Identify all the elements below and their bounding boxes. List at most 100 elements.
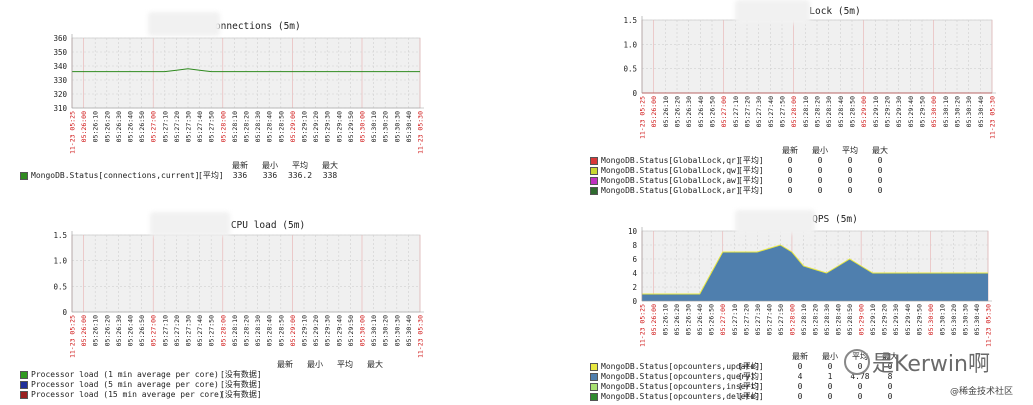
qps-chart: QPS (5m) 10 8 6 4 2 011-23 05:25 05:26:00 05:26:… [628,214,993,347]
legend-value: 0 [887,382,893,391]
legend-row: MongoDB.Status[opcounters,query] [平均] 4 1 4.… [590,372,1010,382]
legend-header: 最小 [262,161,278,170]
chart-title: QPS (5m) [812,214,858,225]
x-tick-label: 05:30:10 [938,304,946,335]
legend-aggregate-tag: [平均] [738,166,764,175]
legend-aggregate-tag: [没有数据] [220,370,262,379]
y-tick-label: 0.5 [53,282,67,291]
x-tick-label: 05:30:20 [950,304,958,335]
series-area [642,245,988,301]
x-tick-label: 11-23 05:30 [985,304,993,347]
y-tick-label: 350 [53,48,67,57]
y-tick-label: 320 [53,90,67,99]
redacted-host [148,12,220,36]
y-tick-label: 4 [632,269,637,278]
legend-value: 0 [877,156,883,165]
legend-header: 最新 [277,360,293,369]
legend-value: 0 [877,186,883,195]
legend-value: 0 [787,156,793,165]
x-tick-label: 05:28:20 [812,304,820,335]
legend-swatch [590,373,598,381]
x-tick-label: 05:29:30 [324,315,332,346]
x-tick-label: 05:27:10 [731,304,739,335]
x-tick-label: 05:27:20 [173,315,181,346]
legend-series-name: Processor load (5 min average per core) [31,380,219,389]
legend-value: 1 [827,372,833,381]
series-line [642,244,988,295]
x-tick-label: 05:30:10 [370,315,378,346]
x-tick-label: 05:27:40 [196,315,204,346]
x-tick-label: 05:30:00 [930,96,938,127]
legend-row: Processor load (15 min average per core)… [20,390,440,400]
legend-series-name: MongoDB.Status[GlobalLock,qr] [601,156,741,165]
legend-header: 最大 [882,352,898,361]
legend-aggregate-tag: [平均] [738,372,764,381]
x-tick-label: 05:28:40 [837,96,845,127]
legend-value: 0 [787,166,793,175]
legend-header: 最小 [822,352,838,361]
x-tick-label: 05:29:10 [301,111,309,142]
legend-swatch [590,177,598,185]
x-tick-label: 05:26:20 [673,304,681,335]
x-tick-label: 05:27:30 [185,111,193,142]
x-tick-label: 05:27:50 [779,96,787,127]
x-tick-label: 05:27:00 [150,315,158,346]
x-tick-label: 05:29:30 [895,96,903,127]
watermark: 是Kerwin啊 @稀金技术社区 [830,343,1030,403]
x-tick-label: 05:26:00 [80,315,88,346]
legend-row: Processor load (1 min average per core)[… [20,370,440,380]
legend-header: 平均 [842,146,858,155]
x-tick-label: 05:29:40 [907,96,915,127]
wechat-icon [844,349,870,375]
x-tick-label: 05:28:00 [790,96,798,127]
x-tick-label: 05:28:20 [814,96,822,127]
y-tick-label: 0 [62,308,67,317]
x-tick-label: 05:30:20 [382,111,390,142]
x-tick-label: 11-23 05:25 [639,96,647,139]
y-tick-label: 310 [53,104,67,113]
x-tick-label: 05:29:00 [860,96,868,127]
connections-panel: Connections (5m) 360 350 340 330 320 310 11-23 … [0,0,440,200]
x-tick-label: 05:28:10 [802,96,810,127]
x-tick-label: 05:28:40 [835,304,843,335]
legend-value: 0 [787,186,793,195]
x-tick-label: 05:27:20 [744,96,752,127]
connections-chart: Connections (5m)36035034033032031011-23 … [53,21,424,154]
x-tick-label: 05:30:00 [927,304,935,335]
legend-swatch [20,381,28,389]
x-tick-label: 05:28:00 [219,315,227,346]
x-tick-label: 05:26:30 [685,96,693,127]
x-tick-label: 05:28:50 [849,96,857,127]
legend-series-name: MongoDB.Status[opcounters,insert] [601,382,760,391]
legend-aggregate-tag: [平均] [738,382,764,391]
x-tick-label: 05:27:50 [208,111,216,142]
legend-value: 0 [817,186,823,195]
x-tick-label: 05:26:50 [708,304,716,335]
legend-series-name: MongoDB.Status[GlobalLock,qw] [601,166,741,175]
x-tick-label: 05:28:10 [231,315,239,346]
legend-aggregate-tag: [平均] [738,362,764,371]
legend-value: 0 [817,156,823,165]
legend-header: 最大 [872,146,888,155]
x-tick-label: 05:27:20 [173,111,181,142]
legend-series-name: MongoDB.Status[GlobalLock,ar] [601,186,741,195]
x-tick-label: 05:27:10 [161,315,169,346]
x-tick-label: 05:26:00 [650,96,658,127]
legend-value: 0 [797,362,803,371]
x-tick-label: 05:28:50 [277,315,285,346]
legend-value: 0 [847,156,853,165]
legend-value: 338 [322,171,338,180]
x-tick-label: 05:26:10 [662,304,670,335]
x-tick-label: 05:29:30 [324,111,332,142]
legend-value: 0 [827,362,833,371]
connections-legend: 最新 最小 平均 最大 MongoDB.Status[connections,curre… [20,161,420,191]
x-tick-label: 05:26:50 [138,111,146,142]
legend-value: 0 [797,392,803,401]
x-tick-label: 05:26:00 [80,111,88,142]
x-tick-label: 05:28:20 [243,315,251,346]
x-tick-label: 05:26:30 [115,111,123,142]
x-tick-label: 05:28:40 [266,111,274,142]
x-tick-label: 05:30:30 [393,315,401,346]
watermark-source: @稀金技术社区 [950,387,1014,397]
x-tick-label: 11-23 05:30 [989,96,997,139]
